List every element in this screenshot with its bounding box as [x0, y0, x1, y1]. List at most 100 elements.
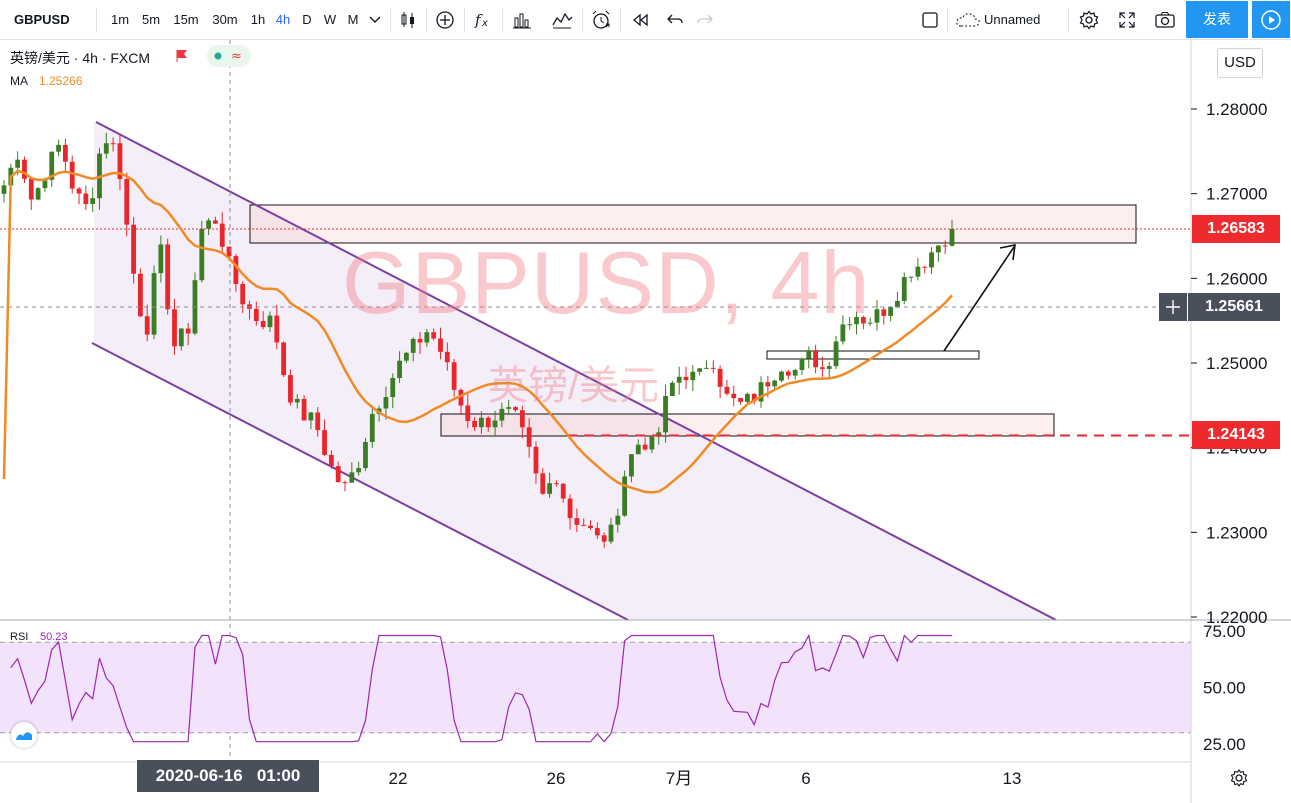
candle-body	[710, 367, 716, 369]
gear-icon[interactable]	[1076, 0, 1102, 39]
rsi-tick-label: 75.00	[1203, 622, 1246, 641]
timeframe-w[interactable]: W	[323, 12, 337, 27]
fullscreen-icon[interactable]	[1114, 0, 1140, 39]
crosshair-price-label: 1.25661	[1188, 293, 1280, 321]
market-status-badge[interactable]: ≈	[207, 45, 251, 67]
candle-body	[178, 328, 184, 347]
redo-icon[interactable]	[692, 0, 718, 39]
rsi-band	[0, 642, 1191, 733]
candle-body	[608, 524, 614, 542]
candle-body	[942, 245, 948, 247]
candle-body	[22, 159, 27, 179]
currency-button[interactable]: USD	[1217, 48, 1263, 78]
price-tick-label: 1.27000	[1206, 185, 1267, 204]
candle-body	[622, 476, 628, 516]
candle-body	[83, 193, 89, 205]
play-icon[interactable]	[1252, 1, 1290, 38]
divider	[947, 8, 948, 32]
candle-body	[526, 427, 532, 447]
timeframe-30m[interactable]: 30m	[212, 12, 238, 27]
divider	[1068, 8, 1069, 32]
candle-body	[519, 410, 525, 428]
indicator-icon[interactable]	[548, 0, 576, 39]
publish-button[interactable]: 发表	[1186, 1, 1248, 38]
crosshair-plus-icon[interactable]	[1159, 293, 1187, 321]
candles-icon[interactable]	[396, 0, 420, 39]
alarm-icon[interactable]	[588, 0, 614, 39]
candle-body	[758, 382, 764, 402]
timeframe-15m[interactable]: 15m	[173, 12, 199, 27]
price-tick-label: 1.25000	[1206, 354, 1267, 373]
candle-body	[567, 498, 573, 519]
candle-body	[772, 380, 778, 387]
candle-body	[301, 398, 307, 421]
candle-body	[1, 185, 7, 194]
candle-body	[397, 360, 402, 378]
candle-body	[922, 266, 928, 268]
replay-icon[interactable]	[628, 0, 654, 39]
candle-body	[199, 228, 205, 281]
watermark-symbol: GBPUSD, 4h	[342, 233, 871, 332]
timeframe-1m[interactable]: 1m	[110, 12, 130, 27]
candle-body	[267, 315, 273, 328]
candle-body	[472, 420, 477, 428]
rsi-tick-label: 50.00	[1203, 679, 1246, 698]
timeframe-1h[interactable]: 1h	[250, 12, 266, 27]
timeframe-5m[interactable]: 5m	[141, 12, 161, 27]
logo-icon[interactable]	[11, 722, 37, 748]
symbol-search[interactable]: GBPUSD	[14, 12, 70, 27]
candle-body	[117, 143, 123, 180]
candle-body	[779, 371, 784, 381]
square-icon[interactable]	[918, 0, 942, 39]
candle-body	[533, 446, 539, 474]
candle-body	[888, 307, 894, 316]
plus-circle-icon[interactable]	[432, 0, 458, 39]
last-price-label: 1.26583	[1192, 215, 1280, 243]
price-tick-label: 1.23000	[1206, 523, 1267, 542]
axis-settings-gear-icon[interactable]	[1229, 768, 1249, 788]
resistance-zone	[249, 204, 1137, 244]
candle-body	[820, 367, 825, 369]
candle-body	[792, 370, 798, 376]
flag-icon[interactable]	[175, 49, 189, 63]
candle-body	[908, 276, 914, 278]
chevron-down-icon[interactable]	[366, 0, 384, 39]
candle-body	[676, 376, 682, 383]
camera-icon[interactable]	[1152, 0, 1178, 39]
candle-body	[540, 473, 546, 494]
price-chart[interactable]: 1.220001.230001.240001.250001.260001.270…	[0, 40, 1291, 803]
candle-body	[663, 395, 668, 433]
candle-body	[15, 159, 21, 168]
candle-body	[438, 338, 443, 352]
support-zone	[440, 413, 1055, 437]
candle-body	[451, 362, 457, 390]
timeframe-d[interactable]: D	[302, 12, 312, 27]
time-tick-label: 7月	[666, 769, 692, 788]
bars-compare-icon[interactable]	[508, 0, 536, 39]
candle-body	[901, 277, 907, 301]
crosshair-time-label: 2020-06-16 01:00	[137, 760, 319, 792]
candle-body	[724, 386, 730, 394]
candle-body	[76, 188, 82, 194]
candle-body	[35, 188, 41, 200]
timeframe-m[interactable]: M	[347, 12, 359, 27]
timeframe-4h[interactable]: 4h	[275, 12, 291, 27]
channel-upper-line	[95, 121, 1057, 621]
candle-body	[294, 398, 300, 403]
svg-text:f: f	[474, 11, 483, 29]
time-tick-label: 13	[1003, 769, 1022, 788]
cloud-icon[interactable]	[954, 0, 982, 39]
candle-body	[308, 412, 314, 421]
candle-body	[165, 244, 171, 310]
channel-lower-line	[91, 342, 629, 621]
candle-body	[833, 341, 839, 367]
layout-name[interactable]: Unnamed	[984, 12, 1041, 27]
candle-body	[233, 256, 239, 285]
undo-icon[interactable]	[662, 0, 688, 39]
breakout-box	[766, 350, 980, 360]
time-tick-label: 22	[389, 769, 408, 788]
candle-body	[260, 321, 266, 328]
candle-body	[356, 468, 362, 473]
